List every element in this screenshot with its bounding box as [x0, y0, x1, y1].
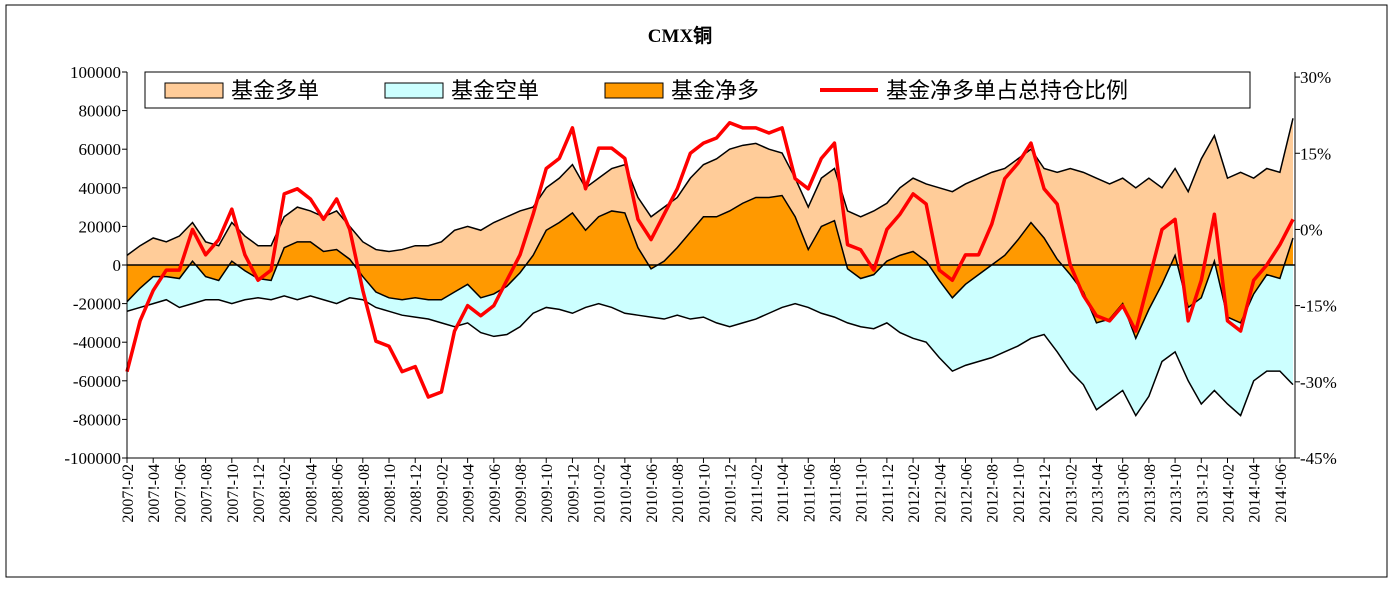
y-tick-label: 20000 [79, 217, 122, 236]
x-tick-label: 2011!-10 [854, 464, 871, 522]
legend-label: 基金净多单占总持仓比例 [886, 78, 1128, 103]
x-tick-label: 2007!-10 [225, 464, 242, 523]
x-tick-label: 2008!-12 [408, 464, 425, 523]
x-tick-label: 2008!-06 [330, 464, 347, 523]
y-tick-label: -40000 [73, 333, 121, 352]
x-tick-label: 2009!-12 [565, 464, 582, 523]
x-tick-label: 2010!-10 [696, 464, 713, 523]
x-tick-label: 2008!-10 [382, 464, 399, 523]
y2-tick-label: -45% [1300, 449, 1337, 468]
x-tick-label: 2011!-02 [749, 464, 766, 522]
x-tick-label: 2013!-12 [1194, 464, 1211, 523]
x-tick-label: 2013!-10 [1168, 464, 1185, 523]
legend-swatch [164, 82, 224, 99]
x-tick-label: 2008!-04 [303, 464, 320, 523]
x-tick-label: 2014!-04 [1247, 464, 1264, 523]
x-tick-label: 2010!-08 [670, 464, 687, 523]
y-tick-label: -80000 [73, 410, 121, 429]
x-tick-label: 2009!-04 [461, 464, 478, 523]
x-tick-label: 2013!-06 [1116, 464, 1133, 523]
legend-label: 基金净多 [671, 78, 759, 103]
y-tick-label: -20000 [73, 295, 121, 314]
y-tick-label: 40000 [79, 179, 122, 198]
y2-tick-label: 15% [1300, 144, 1331, 163]
area-outline [126, 194, 1294, 341]
x-tick-label: 2008!-02 [277, 464, 294, 523]
x-tick-label: 2012!-06 [958, 464, 975, 523]
x-tick-label: 2010!-12 [723, 464, 740, 523]
legend-label: 基金空单 [451, 78, 539, 103]
x-tick-label: 2007!-02 [120, 464, 137, 523]
x-tick-label: 2007!-12 [251, 464, 268, 523]
y-tick-label: 100000 [70, 63, 121, 82]
x-tick-label: 2012!-10 [1011, 464, 1028, 523]
x-tick-label: 2014!-06 [1273, 464, 1290, 523]
y-tick-label: 80000 [79, 102, 122, 121]
x-tick-label: 2010!-06 [644, 464, 661, 523]
x-tick-label: 2012!-08 [985, 464, 1002, 523]
y2-tick-label: -30% [1300, 373, 1337, 392]
area [127, 195, 1293, 339]
x-tick-label: 2012!-12 [1037, 464, 1054, 523]
x-tick-label: 2009!-10 [539, 464, 556, 523]
y-tick-label: -60000 [73, 372, 121, 391]
x-tick-label: 2009!-02 [434, 464, 451, 523]
x-tick-label: 2009!-08 [513, 464, 530, 523]
y-tick-label: 0 [113, 256, 122, 275]
y2-tick-label: 30% [1300, 68, 1331, 87]
y2-tick-label: 0% [1300, 220, 1323, 239]
x-tick-label: 2009!-06 [487, 464, 504, 523]
x-tick-label: 2010!-04 [618, 464, 635, 523]
x-tick-label: 2013!-08 [1142, 464, 1159, 523]
x-tick-label: 2012!-02 [906, 464, 923, 523]
x-tick-label: 2011!-08 [827, 464, 844, 522]
y2-tick-label: -15% [1300, 297, 1337, 316]
x-tick-label: 2011!-06 [801, 464, 818, 522]
x-tick-label: 2008!-08 [356, 464, 373, 523]
y-tick-label: 60000 [79, 140, 122, 159]
area [127, 265, 1293, 416]
x-tick-label: 2007!-08 [199, 464, 216, 523]
x-tick-label: 2012!-04 [932, 464, 949, 523]
line [125, 121, 1295, 399]
legend-label: 基金多单 [231, 78, 319, 103]
area [127, 118, 1293, 265]
legend-swatch [384, 82, 444, 99]
x-tick-label: 2010!-02 [592, 464, 609, 523]
x-tick-label: 2011!-12 [880, 464, 897, 522]
x-tick-label: 2013!-04 [1089, 464, 1106, 523]
chart-title: CMX铜 [648, 24, 712, 47]
x-tick-label: 2014!-02 [1220, 464, 1237, 523]
x-tick-label: 2013!-02 [1063, 464, 1080, 523]
legend-box [144, 71, 1251, 109]
x-tick-label: 2007!-06 [172, 464, 189, 523]
x-tick-label: 2007!-04 [146, 464, 163, 523]
area-outline [126, 295, 1294, 417]
y-tick-label: -100000 [64, 449, 121, 468]
legend-swatch [604, 82, 664, 99]
x-tick-label: 2011!-04 [775, 464, 792, 522]
